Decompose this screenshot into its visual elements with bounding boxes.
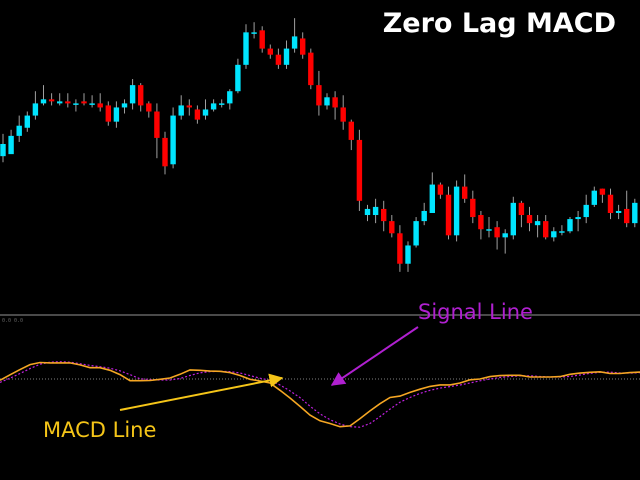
candle-bullish — [429, 184, 435, 213]
candle-bearish — [81, 101, 87, 104]
signal-line-annotation: Signal Line — [418, 300, 533, 324]
candle-bearish — [97, 103, 103, 108]
candle-bullish — [178, 105, 184, 116]
candle-bearish — [162, 137, 168, 167]
candle-bearish — [316, 85, 322, 106]
candle-bearish — [462, 186, 468, 199]
candle-bullish — [453, 186, 460, 236]
candle-bullish — [615, 210, 622, 213]
chart-title: Zero Lag MACD — [383, 8, 616, 39]
candle-bullish — [170, 115, 176, 165]
candle-bullish — [283, 48, 290, 65]
candle-bullish — [372, 206, 379, 216]
candle-bearish — [267, 48, 273, 55]
candle-bearish — [348, 121, 354, 140]
candle-bullish — [0, 143, 6, 157]
candle-bullish — [57, 101, 63, 104]
candle-bullish — [8, 135, 14, 155]
candle-bearish — [397, 233, 403, 264]
candle-bullish — [40, 99, 47, 104]
candle-bearish — [154, 111, 160, 138]
candle-bullish — [227, 91, 233, 104]
candle-bullish — [113, 107, 120, 122]
indicator-values-label: 0.0 0.0 — [2, 318, 23, 324]
candle-bullish — [632, 202, 638, 224]
candle-bullish — [219, 103, 225, 105]
candle-bearish — [607, 194, 614, 213]
candle-bullish — [16, 125, 22, 136]
macd-line — [0, 361, 640, 428]
candle-bearish — [624, 208, 630, 224]
candle-bullish — [291, 36, 298, 49]
candle-bullish — [421, 210, 427, 222]
candle-bullish — [559, 231, 565, 233]
candle-bearish — [308, 52, 314, 86]
candle-bullish — [32, 103, 39, 116]
candle-bullish — [235, 64, 241, 92]
candle-bullish — [591, 190, 597, 205]
candle-bearish — [259, 30, 265, 49]
candle-bearish — [437, 184, 444, 195]
candle-bullish — [202, 109, 209, 116]
candle-bearish — [494, 227, 500, 238]
candle-bullish — [324, 97, 330, 106]
candle-bullish — [121, 103, 128, 108]
candle-bearish — [138, 85, 144, 106]
candle-bearish — [470, 198, 476, 218]
candle-bearish — [105, 105, 111, 122]
candle-bullish — [486, 229, 492, 231]
candle-bullish — [89, 103, 95, 105]
candle-bearish — [48, 99, 55, 102]
candle-bullish — [583, 204, 589, 218]
candle-bearish — [194, 109, 201, 120]
candle-bullish — [243, 32, 249, 65]
candle-bullish — [502, 233, 508, 238]
candle-bullish — [551, 231, 557, 238]
candle-bearish — [478, 215, 484, 230]
candle-bearish — [389, 221, 395, 234]
candle-bullish — [210, 103, 217, 110]
candle-bearish — [65, 101, 71, 104]
candle-bearish — [599, 188, 606, 195]
candle-bearish — [146, 103, 152, 112]
candle-bearish — [275, 54, 282, 65]
candle-bearish — [543, 221, 549, 238]
candle-bullish — [24, 115, 30, 128]
candle-bearish — [356, 139, 363, 201]
macd-line-annotation: MACD Line — [43, 418, 156, 442]
candle-bullish — [567, 219, 573, 232]
candle-bullish — [364, 208, 371, 216]
candle-bearish — [445, 194, 452, 236]
price-candles — [0, 18, 638, 272]
candle-bearish — [340, 107, 346, 122]
candle-bullish — [510, 202, 516, 236]
candle-bullish — [413, 221, 419, 246]
candle-bearish — [300, 38, 306, 55]
candle-bullish — [73, 103, 79, 105]
candle-bullish — [405, 245, 411, 264]
signal-line-arrow — [330, 326, 419, 386]
candle-bearish — [186, 105, 192, 108]
candle-bullish — [251, 32, 257, 34]
candle-bearish — [518, 202, 525, 216]
candle-bullish — [575, 217, 581, 220]
candle-bullish — [129, 85, 136, 104]
candle-bullish — [534, 221, 541, 226]
candle-bearish — [332, 97, 338, 108]
candle-bearish — [381, 208, 387, 222]
macd-line-arrow — [119, 373, 284, 411]
candle-bearish — [526, 215, 533, 224]
